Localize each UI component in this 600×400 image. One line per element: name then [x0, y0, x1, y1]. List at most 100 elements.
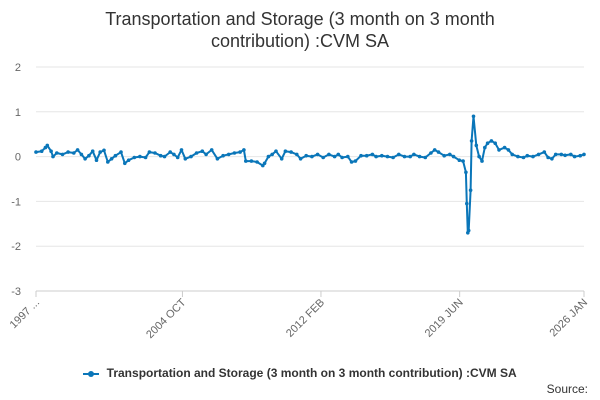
data-point[interactable]: [262, 161, 267, 166]
data-point[interactable]: [349, 160, 354, 164]
data-point[interactable]: [55, 151, 59, 155]
data-point[interactable]: [147, 150, 152, 154]
data-point[interactable]: [563, 153, 567, 158]
data-point[interactable]: [232, 151, 237, 155]
data-point[interactable]: [315, 152, 320, 157]
data-point[interactable]: [516, 154, 520, 159]
data-point[interactable]: [346, 154, 350, 159]
data-point[interactable]: [266, 154, 271, 159]
data-point[interactable]: [321, 155, 326, 160]
data-point[interactable]: [98, 150, 102, 154]
data-point[interactable]: [412, 152, 416, 157]
legend[interactable]: Transportation and Storage (3 month on 3…: [0, 366, 600, 380]
data-point[interactable]: [451, 154, 456, 159]
data-point[interactable]: [90, 149, 95, 153]
data-point[interactable]: [469, 139, 474, 143]
data-point[interactable]: [209, 148, 214, 152]
data-point[interactable]: [158, 153, 163, 158]
data-point[interactable]: [109, 157, 114, 161]
data-point[interactable]: [391, 155, 395, 160]
data-point[interactable]: [502, 145, 507, 150]
data-point[interactable]: [83, 157, 87, 161]
data-point[interactable]: [510, 152, 514, 157]
data-point[interactable]: [87, 153, 91, 158]
data-point[interactable]: [274, 149, 278, 153]
data-point[interactable]: [113, 153, 118, 158]
data-point[interactable]: [359, 153, 363, 158]
data-point[interactable]: [423, 155, 428, 160]
data-point[interactable]: [402, 154, 407, 159]
data-point[interactable]: [471, 114, 476, 119]
data-point[interactable]: [283, 149, 288, 153]
data-point[interactable]: [436, 150, 441, 154]
data-point[interactable]: [270, 152, 275, 157]
data-point[interactable]: [442, 153, 447, 158]
data-point[interactable]: [189, 154, 193, 159]
data-point[interactable]: [200, 149, 205, 153]
data-point[interactable]: [457, 158, 462, 162]
data-point[interactable]: [546, 155, 550, 160]
data-point[interactable]: [353, 159, 358, 163]
data-point[interactable]: [162, 154, 167, 159]
data-point[interactable]: [310, 154, 314, 159]
data-point[interactable]: [559, 152, 564, 157]
data-point[interactable]: [569, 152, 573, 157]
data-point[interactable]: [249, 159, 254, 163]
data-point[interactable]: [295, 152, 299, 157]
data-point[interactable]: [332, 154, 337, 159]
data-point[interactable]: [143, 155, 148, 160]
data-point[interactable]: [483, 145, 487, 150]
data-point[interactable]: [461, 159, 465, 163]
data-point[interactable]: [49, 149, 53, 153]
data-point[interactable]: [506, 148, 511, 152]
data-point[interactable]: [542, 150, 547, 154]
data-point[interactable]: [51, 154, 55, 159]
data-point[interactable]: [480, 159, 484, 163]
data-point[interactable]: [289, 150, 293, 154]
data-point[interactable]: [582, 152, 586, 157]
data-point[interactable]: [175, 155, 180, 160]
data-point[interactable]: [45, 143, 50, 148]
data-point[interactable]: [298, 157, 303, 161]
data-point[interactable]: [468, 188, 473, 192]
data-point[interactable]: [408, 154, 413, 159]
data-point[interactable]: [531, 154, 535, 159]
data-point[interactable]: [255, 160, 259, 164]
data-point[interactable]: [238, 150, 242, 154]
data-point[interactable]: [493, 141, 498, 145]
data-point[interactable]: [168, 150, 172, 154]
data-point[interactable]: [448, 152, 452, 157]
data-point[interactable]: [417, 154, 422, 159]
data-point[interactable]: [75, 148, 80, 152]
data-point[interactable]: [497, 148, 501, 152]
data-point[interactable]: [364, 153, 369, 158]
data-point[interactable]: [474, 143, 479, 148]
data-point[interactable]: [34, 150, 38, 154]
data-point[interactable]: [194, 151, 199, 155]
data-point[interactable]: [572, 154, 577, 159]
data-point[interactable]: [66, 150, 70, 154]
data-point[interactable]: [477, 154, 481, 159]
data-point[interactable]: [279, 157, 284, 161]
data-point[interactable]: [525, 153, 530, 158]
data-point[interactable]: [221, 153, 225, 158]
data-point[interactable]: [244, 159, 248, 163]
data-point[interactable]: [464, 170, 468, 175]
data-point[interactable]: [226, 152, 231, 157]
data-point[interactable]: [123, 161, 127, 166]
data-point[interactable]: [385, 154, 390, 159]
data-point[interactable]: [485, 141, 490, 145]
data-point[interactable]: [340, 155, 344, 160]
data-point[interactable]: [215, 157, 220, 161]
data-point[interactable]: [153, 151, 157, 155]
data-point[interactable]: [132, 155, 137, 160]
data-point[interactable]: [72, 151, 76, 155]
data-point[interactable]: [370, 152, 375, 157]
data-point[interactable]: [550, 157, 554, 161]
data-point[interactable]: [242, 148, 246, 152]
data-point[interactable]: [304, 153, 309, 158]
data-point[interactable]: [106, 160, 110, 164]
data-point[interactable]: [466, 228, 471, 233]
data-point[interactable]: [397, 152, 401, 157]
data-point[interactable]: [119, 150, 123, 154]
